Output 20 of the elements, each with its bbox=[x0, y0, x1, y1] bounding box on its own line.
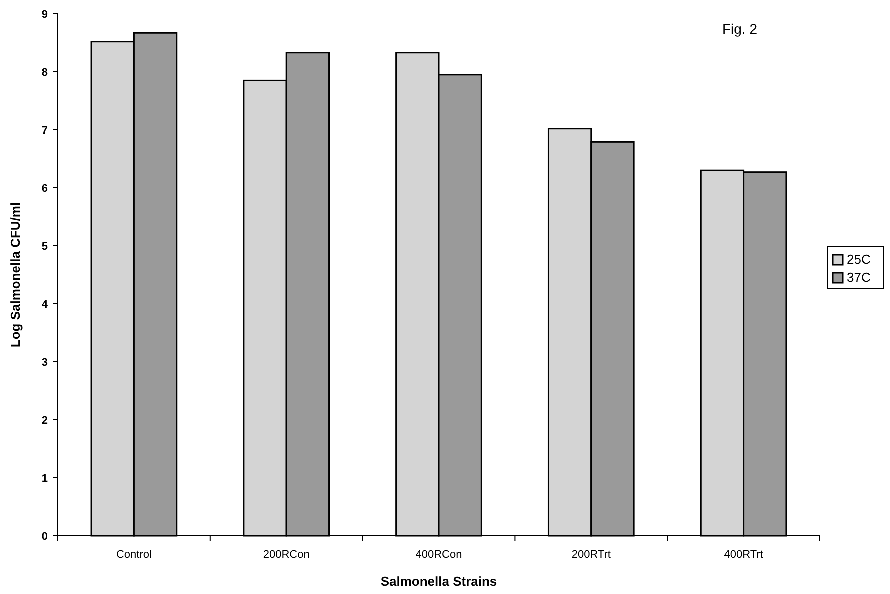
x-tick-label: 400RTrt bbox=[724, 549, 764, 561]
y-tick-label: 4 bbox=[42, 298, 49, 311]
y-tick-label: 9 bbox=[42, 8, 48, 21]
y-tick-label: 0 bbox=[42, 530, 48, 543]
y-tick-label: 5 bbox=[42, 240, 48, 253]
x-axis-title: Salmonella Strains bbox=[380, 574, 498, 589]
y-tick-label: 7 bbox=[42, 124, 48, 137]
y-tick-label: 2 bbox=[42, 414, 48, 427]
legend-label: 25C bbox=[847, 252, 871, 267]
y-tick-label: 6 bbox=[42, 182, 48, 195]
x-tick-label: 200RTrt bbox=[572, 549, 611, 561]
x-tick-label: 400RCon bbox=[416, 549, 462, 561]
text: Fig. 2 bbox=[722, 21, 758, 37]
y-axis-title: Log Salmonella CFU/ml bbox=[8, 202, 23, 348]
x-tick-label: Control bbox=[116, 549, 152, 561]
legend-label: 37C bbox=[847, 270, 871, 285]
y-tick-label: 1 bbox=[42, 472, 48, 485]
y-tick-label: 3 bbox=[42, 356, 48, 369]
y-tick-label: 8 bbox=[42, 66, 48, 79]
x-tick-label: 200RCon bbox=[263, 549, 310, 561]
